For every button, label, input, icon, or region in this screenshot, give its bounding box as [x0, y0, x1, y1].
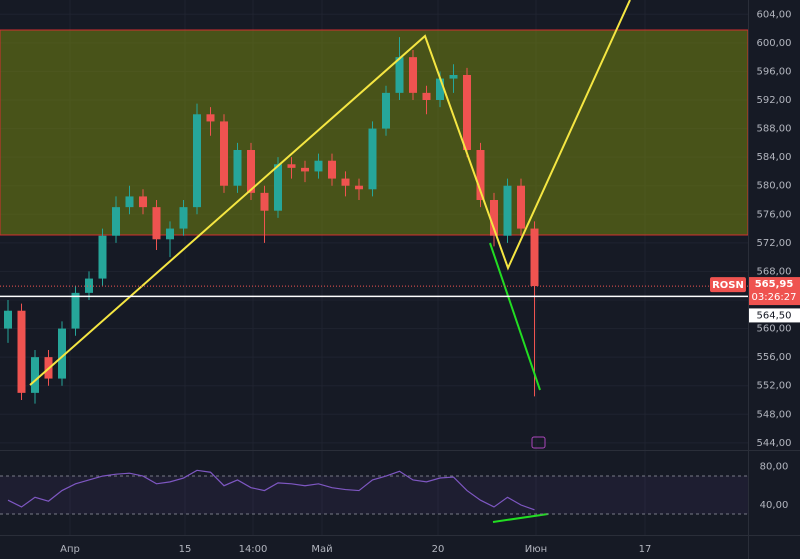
trendline: [29, 0, 631, 386]
price-tag: [749, 277, 800, 306]
x-tick-label: Май: [311, 544, 332, 555]
candle-body: [422, 92, 431, 100]
candle-body: [206, 114, 215, 122]
divergence-line: [492, 513, 549, 523]
y-tick-label: 548,00: [757, 409, 792, 420]
candle-body: [395, 57, 404, 93]
candle-body: [368, 128, 377, 190]
candle-body: [220, 121, 228, 186]
symbol-label: ROSN: [712, 280, 744, 291]
candle-body: [449, 75, 458, 79]
rsi-line: [7, 469, 535, 511]
candle-body: [125, 196, 134, 208]
candle-body: [179, 207, 188, 229]
candle-body: [287, 164, 296, 168]
candle-body: [98, 235, 107, 279]
candle-body: [4, 310, 12, 329]
y-tick-label: 568,00: [757, 266, 792, 277]
y-tick-label: 600,00: [757, 38, 792, 49]
x-tick-label: 15: [179, 544, 192, 555]
candle-body: [409, 57, 417, 93]
y-tick-label: 580,00: [757, 181, 792, 192]
y-tick-label: 556,00: [757, 352, 792, 363]
y-tick-label: 552,00: [757, 381, 792, 392]
y-tick-label: 604,00: [757, 9, 792, 20]
event-icon: [531, 436, 546, 449]
y-tick-label: 592,00: [757, 95, 792, 106]
y-tick-label: 588,00: [757, 124, 792, 135]
symbol-tag: [710, 277, 746, 293]
y-tick-label: 584,00: [757, 152, 792, 163]
candle-body: [503, 185, 512, 236]
marker-tag: [749, 308, 800, 323]
candle-body: [436, 78, 444, 100]
candle-body: [31, 357, 39, 393]
candle-body: [193, 114, 201, 208]
y-tick-label: 544,00: [757, 438, 792, 449]
candle-body: [17, 310, 26, 393]
candle-body: [71, 292, 80, 329]
marker-price-label: 564,50: [757, 310, 792, 321]
candle-body: [328, 160, 336, 179]
candle-body: [247, 150, 255, 193]
candle-body: [314, 160, 323, 172]
countdown-label: 03:26:27: [752, 292, 797, 303]
x-tick-label: Апр: [60, 544, 80, 555]
candle-body: [301, 167, 309, 172]
last-price-label: 565,95: [755, 279, 794, 290]
overlay: 604,00 600,00 596,00 592,00 588,00 584,00 580,…: [0, 9, 800, 555]
y-tick-label: 576,00: [757, 209, 792, 220]
candle-body: [112, 207, 120, 236]
candle-body: [58, 328, 66, 379]
candle-body: [139, 196, 147, 208]
candle-body: [166, 228, 174, 240]
candle-body: [476, 150, 485, 200]
candle-body: [463, 75, 471, 150]
rsi-tick-label: 80,00: [760, 461, 789, 472]
candle-body: [530, 228, 539, 287]
x-tick-label: 20: [432, 544, 445, 555]
candle-body: [233, 150, 242, 186]
candles: [4, 37, 539, 404]
x-tick-label: Июн: [525, 544, 547, 555]
candle-body: [341, 178, 350, 186]
y-tick-label: 572,00: [757, 238, 792, 249]
y-tick-label: 560,00: [757, 324, 792, 335]
candle-body: [260, 192, 269, 211]
rsi-tick-label: 40,00: [760, 500, 789, 511]
y-tick-label: 596,00: [757, 66, 792, 77]
candle-body: [152, 207, 161, 240]
candle-body: [517, 185, 525, 229]
candle-body: [355, 185, 363, 190]
candle-body: [490, 200, 498, 236]
candle-body: [274, 164, 282, 211]
candle-body: [382, 92, 390, 129]
divergence-line: [489, 242, 541, 391]
x-tick-label: 14:00: [239, 544, 268, 555]
rsi-band: [0, 476, 748, 514]
x-tick-label: 17: [639, 544, 652, 555]
candle-body: [85, 278, 93, 293]
